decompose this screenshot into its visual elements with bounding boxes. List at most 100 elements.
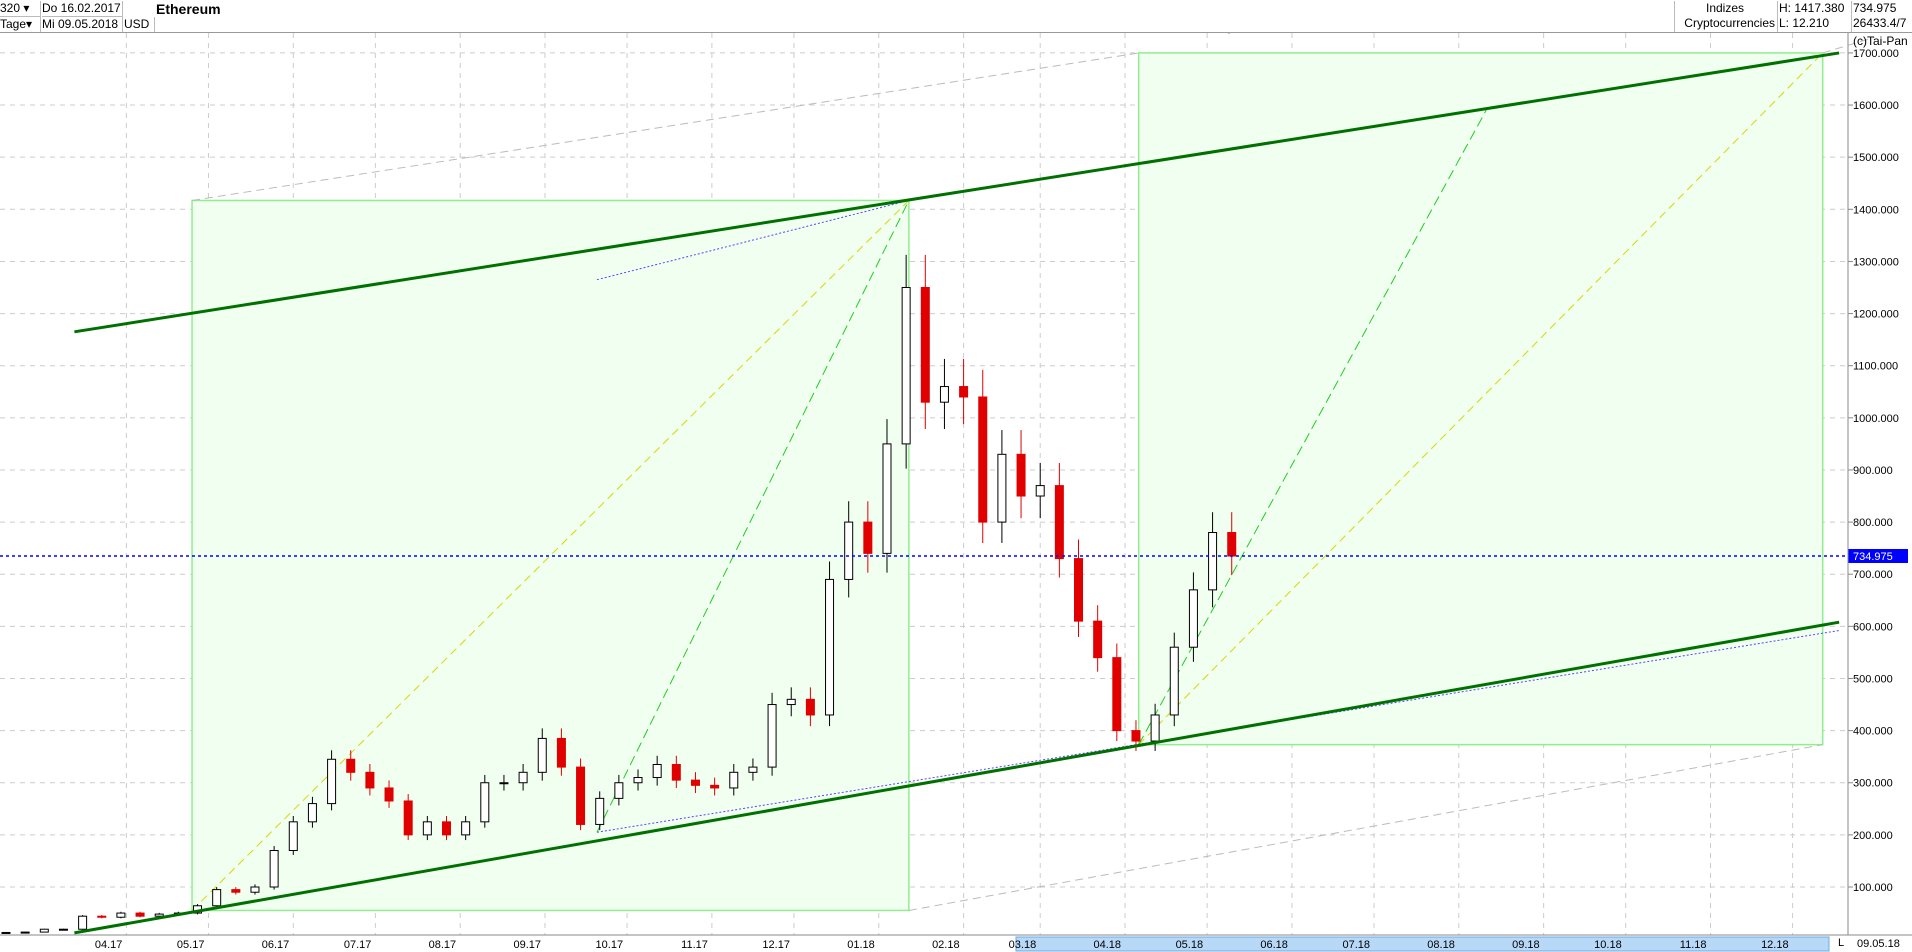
x-tick-label: 09.17 (513, 939, 541, 951)
candle-body (269, 850, 279, 888)
x-tick-label: 07.18 (1342, 939, 1370, 951)
candle-body (901, 287, 911, 445)
price-axis: 100.000 200.000 300.000 400.000 500.000 600.0… (1848, 48, 1899, 894)
x-tick-label: 10.17 (596, 939, 624, 951)
x-tick-label: 05.17 (177, 939, 205, 951)
parallel-dotted-line (596, 199, 910, 281)
date-from-field[interactable]: Do 16.02.2017 (42, 1, 123, 17)
x-tick-label: 08.18 (1427, 939, 1455, 951)
y-tick-label: 300.000 (1853, 778, 1893, 790)
x-tick-label: 11.18 (1680, 939, 1707, 951)
candle-body (710, 784, 720, 789)
candle-body (58, 928, 68, 931)
candle-body (614, 782, 624, 799)
candle-body (1054, 485, 1064, 560)
candle-body (154, 913, 164, 917)
period-unit-select[interactable]: Tage▾ (0, 17, 41, 32)
time-axis: 04.17 05.17 06.17 07.17 08.17 09.17 10.17 11.17… (95, 939, 1789, 951)
y-tick-label: 200.000 (1853, 830, 1893, 842)
x-tick-label: 05.18 (1176, 939, 1204, 951)
scale-marker[interactable]: L (1838, 937, 1845, 949)
chart-header: 320 ▾ Tage▾ Do 16.02.2017 Mi 09.05.2018 … (0, 0, 1912, 33)
candle-body (97, 915, 107, 918)
candle-body (135, 912, 145, 917)
candle-body (1131, 730, 1141, 742)
instrument-title: Ethereum (156, 1, 221, 17)
annotations (191, 36, 1875, 912)
candle-body (671, 763, 681, 781)
candle-body (939, 386, 949, 403)
candle-body (633, 777, 643, 784)
time-scrollbar-highlight[interactable] (1015, 936, 1830, 952)
candle-body (1112, 657, 1122, 732)
candle-body (212, 889, 222, 907)
candle-body (346, 758, 356, 773)
gray-dashed-line (908, 744, 1823, 911)
period-count-select[interactable]: 320 ▾ (0, 1, 41, 17)
y-tick-label: 1300.000 (1853, 256, 1899, 268)
candle-body (825, 578, 835, 716)
candle-body (844, 521, 854, 580)
candle-body (116, 912, 126, 918)
candle-body (537, 737, 547, 773)
y-tick-label: 1700.000 (1853, 48, 1899, 60)
candle-body (327, 758, 337, 805)
x-tick-label: 06.17 (262, 939, 290, 951)
candle-body (882, 443, 892, 554)
currency-label: USD (124, 17, 155, 32)
candle-body (288, 821, 298, 852)
copyright-label: (c)Tai-Pan (1853, 34, 1908, 48)
gray-dashed-line (1822, 36, 1875, 54)
candle-body (499, 782, 509, 785)
y-tick-label: 700.000 (1853, 569, 1893, 581)
y-tick-label: 1200.000 (1853, 309, 1899, 321)
y-tick-label: 100.000 (1853, 882, 1893, 894)
y-tick-label: 500.000 (1853, 673, 1893, 685)
candle-body (422, 821, 432, 836)
chevron-down-icon: ▾ (23, 1, 30, 15)
candle-body (729, 771, 739, 789)
candle-body (231, 889, 241, 893)
date-to-field[interactable]: Mi 09.05.2018 (42, 17, 123, 32)
candle-body (480, 782, 490, 823)
candle-body (1016, 453, 1026, 497)
candle-body (384, 787, 394, 802)
last-price-tag (1848, 548, 1908, 563)
candle-body (863, 521, 873, 554)
candle-body (690, 779, 700, 786)
candle-body (39, 928, 49, 933)
candle-body (595, 797, 605, 825)
end-date-label: 09.05.18 (1857, 938, 1900, 950)
candle-body (1208, 532, 1218, 591)
candle-body (1227, 532, 1237, 557)
last-price-readout: 734.975 26433.4/7 (1853, 1, 1907, 30)
x-tick-label: 03.18 (1009, 939, 1037, 951)
candle-body (403, 800, 413, 836)
instrument-category: Indizes Cryptocurrencies (1674, 1, 1778, 32)
x-tick-label: 10.18 (1594, 939, 1622, 951)
x-tick-label: 04.17 (95, 939, 123, 951)
candle-body (1093, 620, 1103, 659)
y-tick-label: 1600.000 (1853, 100, 1899, 112)
x-tick-label: 07.17 (344, 939, 372, 951)
trend-channel-line (74, 620, 1840, 935)
candle-body (556, 737, 566, 768)
candle-body (748, 766, 758, 773)
candle-body (786, 698, 796, 706)
candle-body (920, 287, 930, 403)
candle-body (1188, 589, 1198, 648)
y-tick-label: 600.000 (1853, 621, 1893, 633)
chevron-down-icon: ▾ (26, 17, 33, 31)
overlay: 734.975 (0, 51, 1908, 935)
candle-body (978, 396, 988, 523)
candle-body (78, 915, 88, 930)
y-tick-label: 400.000 (1853, 726, 1893, 738)
candle-body (805, 698, 815, 716)
x-tick-label: 06.18 (1260, 939, 1288, 951)
yellow-dashed-line (1138, 52, 1824, 746)
x-tick-label: 11.17 (681, 939, 708, 951)
x-tick-label: 08.17 (429, 939, 457, 951)
fibonacci-box (191, 199, 910, 912)
candle-body (959, 386, 969, 398)
